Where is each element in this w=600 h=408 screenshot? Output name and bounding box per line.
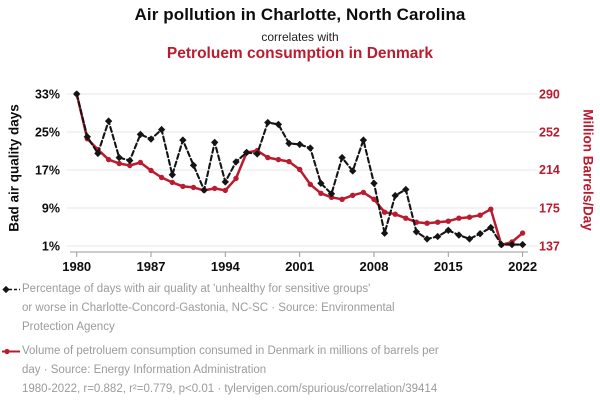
svg-text:2008: 2008 bbox=[360, 259, 389, 274]
chart-title: Air pollution in Charlotte, North Caroli… bbox=[134, 5, 466, 24]
legend-series2-text: Volume of petroluem consumption consumed… bbox=[22, 345, 439, 376]
svg-text:1987: 1987 bbox=[137, 259, 166, 274]
red-series-marker-icon bbox=[2, 348, 20, 355]
legend-series1-text: Percentage of days with air quality at '… bbox=[22, 283, 395, 333]
left-axis-title: Bad air quality days bbox=[6, 104, 22, 232]
svg-text:25%: 25% bbox=[35, 126, 60, 140]
svg-text:2022: 2022 bbox=[508, 259, 537, 274]
footer-stats: 1980-2022, r=0.882, r²=0.779, p<0.01 · t… bbox=[22, 383, 438, 395]
svg-text:137: 137 bbox=[539, 240, 560, 254]
black-series-marker-icon bbox=[2, 285, 20, 294]
svg-text:290: 290 bbox=[539, 88, 560, 102]
svg-text:1994: 1994 bbox=[211, 259, 241, 274]
svg-text:33%: 33% bbox=[35, 88, 60, 102]
chart-subtitle: Petroluem consumption in Denmark bbox=[166, 45, 434, 62]
svg-text:9%: 9% bbox=[42, 202, 60, 216]
svg-text:214: 214 bbox=[539, 163, 560, 177]
correlates-with-label: correlates with bbox=[261, 30, 339, 44]
svg-text:1980: 1980 bbox=[62, 259, 91, 274]
right-axis-title: Million Barrels/Day bbox=[580, 109, 596, 231]
svg-text:252: 252 bbox=[539, 125, 560, 139]
svg-text:2001: 2001 bbox=[285, 259, 314, 274]
chart-canvas: 1980 1987 1994 2001 2008 2015 2022 33% 25% 17% 9% 1… bbox=[35, 88, 560, 275]
svg-text:1%: 1% bbox=[42, 240, 60, 254]
svg-text:17%: 17% bbox=[35, 164, 60, 178]
svg-text:2015: 2015 bbox=[434, 259, 463, 274]
svg-text:175: 175 bbox=[539, 202, 560, 216]
